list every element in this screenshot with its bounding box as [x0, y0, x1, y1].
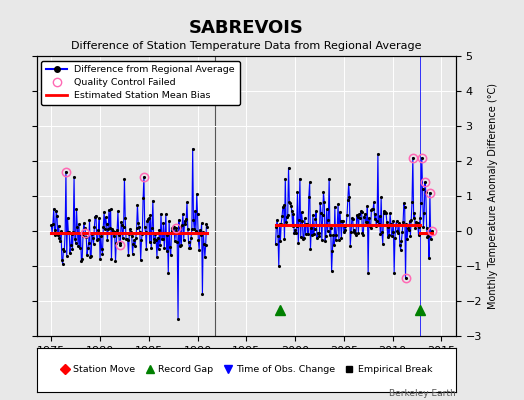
- Text: Difference of Station Temperature Data from Regional Average: Difference of Station Temperature Data f…: [71, 41, 421, 51]
- Y-axis label: Monthly Temperature Anomaly Difference (°C): Monthly Temperature Anomaly Difference (…: [488, 83, 498, 309]
- Text: Berkeley Earth: Berkeley Earth: [389, 389, 456, 398]
- Text: SABREVOIS: SABREVOIS: [189, 19, 304, 37]
- Legend: Station Move, Record Gap, Time of Obs. Change, Empirical Break: Station Move, Record Gap, Time of Obs. C…: [58, 363, 435, 377]
- Legend: Difference from Regional Average, Quality Control Failed, Estimated Station Mean: Difference from Regional Average, Qualit…: [41, 61, 240, 105]
